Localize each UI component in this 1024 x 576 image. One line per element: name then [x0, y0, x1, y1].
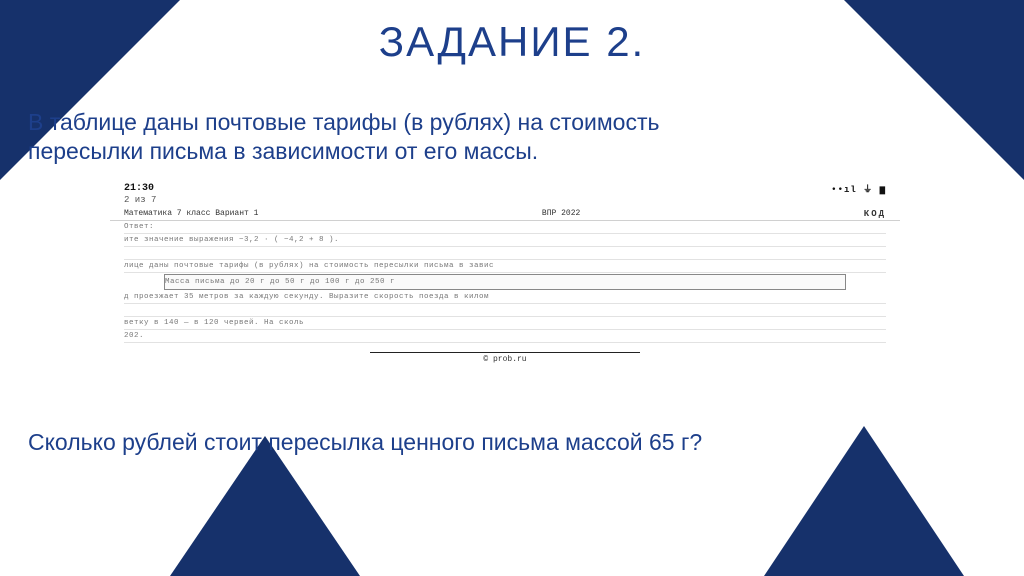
grid-row: Ответ:	[124, 221, 886, 234]
embedded-footer: © prob.ru	[110, 349, 900, 364]
embedded-footer-rule	[370, 352, 640, 353]
embedded-header-row: Математика 7 класс Вариант 1 ВПР 2022 КО…	[110, 208, 900, 221]
decor-triangle-bottom-left	[170, 436, 360, 576]
grid-row: лице даны почтовые тарифы (в рублях) на …	[124, 260, 886, 273]
embedded-grid: Ответ: ите значение выражения −3,2 · ( −…	[110, 221, 900, 343]
grid-text: ите значение выражения −3,2 · ( −4,2 + 8…	[124, 236, 339, 244]
grid-row	[124, 247, 886, 260]
grid-row-boxed: Масса письма до 20 г до 50 г до 100 г до…	[164, 274, 846, 290]
grid-row	[124, 304, 886, 317]
grid-text: д проезжает 35 метров за каждую секунду.…	[124, 293, 489, 301]
grid-text: лице даны почтовые тарифы (в рублях) на …	[124, 262, 494, 270]
grid-text: Масса письма до 20 г до 50 г до 100 г до…	[165, 278, 395, 286]
embedded-topbar: 21:30 ••ıl ⏚ ▆	[110, 180, 900, 195]
grid-row: д проезжает 35 метров за каждую секунду.…	[124, 291, 886, 304]
embedded-kod: КОД	[864, 209, 886, 219]
embedded-screenshot: 21:30 ••ıl ⏚ ▆ 2 из 7 Математика 7 класс…	[110, 180, 900, 370]
slide-title: ЗАДАНИЕ 2.	[0, 18, 1024, 66]
grid-row: ветку в 140 — в 120 червей. На сколь	[124, 317, 886, 330]
embedded-exam: ВПР 2022	[542, 209, 580, 219]
embedded-pager: 2 из 7	[124, 195, 156, 205]
intro-line-1: В таблице даны почтовые тарифы (в рублях…	[28, 109, 659, 135]
embedded-status-icons: ••ıl ⏚ ▆	[831, 182, 886, 195]
embedded-footer-text: © prob.ru	[483, 355, 526, 364]
grid-text: 202.	[124, 332, 144, 340]
embedded-subject: Математика 7 класс Вариант 1	[124, 209, 258, 219]
intro-line-2: пересылки письма в зависимости от его ма…	[28, 138, 538, 164]
embedded-subbar: 2 из 7	[110, 195, 900, 208]
intro-paragraph: В таблице даны почтовые тарифы (в рублях…	[28, 108, 996, 166]
question-paragraph: Сколько рублей стоит пересылка ценного п…	[28, 428, 996, 457]
grid-row: ите значение выражения −3,2 · ( −4,2 + 8…	[124, 234, 886, 247]
grid-text: Ответ:	[124, 223, 154, 231]
slide: ЗАДАНИЕ 2. В таблице даны почтовые тариф…	[0, 0, 1024, 576]
grid-text: ветку в 140 — в 120 червей. На сколь	[124, 319, 304, 327]
embedded-time: 21:30	[124, 183, 154, 194]
grid-row: 202.	[124, 330, 886, 343]
